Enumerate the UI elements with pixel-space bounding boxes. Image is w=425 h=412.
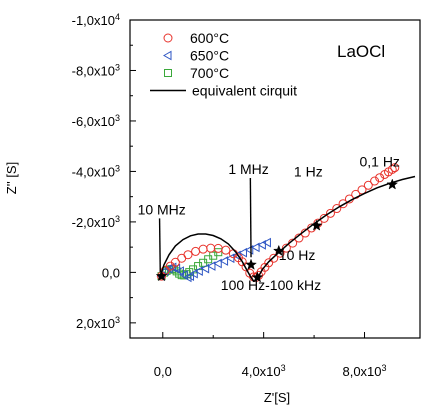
data-point — [251, 242, 260, 253]
annotation-pointer — [249, 177, 252, 258]
data-point — [257, 240, 266, 250]
data-point — [200, 263, 210, 274]
frequency-star-marker — [245, 258, 257, 270]
data-point — [194, 266, 203, 276]
legend-label: equivalent cirquit — [192, 83, 297, 99]
legend-marker — [162, 50, 172, 61]
legend-entry: equivalent cirquit — [150, 83, 297, 99]
data-point — [338, 199, 348, 209]
annotations: 10 MHz 1 MHz 1 Hz 0,1 Hz 10 Hz 100 Hz-100 kHz — [138, 153, 400, 293]
legend-entry: 700°C — [164, 65, 229, 81]
data-point — [214, 248, 223, 257]
legend-label: 700°C — [190, 65, 229, 81]
equivalent-circuit-line — [159, 175, 416, 283]
y-tick-label: -8,0x103 — [72, 62, 120, 78]
data-point — [183, 250, 193, 260]
x-tick-label: 8,0x103 — [342, 363, 386, 379]
data-point — [390, 163, 400, 173]
legend-entry: 650°C — [162, 48, 229, 64]
data-point — [189, 268, 198, 279]
frequency-star-marker — [155, 269, 168, 282]
frequency-star-marker — [310, 219, 323, 231]
data-point — [332, 204, 342, 214]
y-tick-label: -4,0x103 — [72, 163, 120, 179]
data-point — [319, 213, 329, 223]
annotation-label: 1 Hz — [294, 163, 323, 179]
y-tick-label: -6,0x103 — [72, 113, 120, 129]
series-650CC — [156, 237, 271, 283]
annotation-label: 100 Hz-100 kHz — [221, 277, 321, 293]
data-point — [387, 164, 397, 174]
axes: -1,0x104 -8,0x103 -6,0x103 -4,0x103 -2,0x103… — [72, 12, 387, 379]
legend-entry: 600°C — [163, 30, 229, 46]
data-point — [170, 257, 180, 267]
x-tick-label: 0,0 — [154, 364, 172, 379]
data-point — [206, 261, 216, 271]
data-point — [191, 246, 201, 256]
annotation-label: 10 MHz — [138, 201, 186, 217]
annotation-pointer — [158, 218, 161, 273]
frequency-star-marker — [251, 271, 264, 283]
annotation-label: 1 MHz — [228, 161, 268, 177]
legend-marker — [164, 69, 172, 77]
data-point — [269, 253, 279, 263]
frequency-star-marker — [386, 178, 399, 190]
data-point — [198, 244, 208, 254]
data-point — [221, 245, 231, 255]
y-tick-label: -2,0x103 — [72, 214, 120, 230]
data-point — [244, 245, 254, 255]
legend-marker — [163, 33, 173, 43]
data-point — [370, 176, 380, 186]
data-point — [325, 208, 335, 218]
data-point — [219, 256, 229, 266]
y-tick-label: 2,0x103 — [76, 315, 120, 331]
panel-label: LaOCl — [337, 42, 385, 61]
annotation-label: 0,1 Hz — [359, 153, 399, 169]
legend-label: 650°C — [190, 48, 229, 64]
y-tick-label: -1,0x104 — [72, 12, 120, 28]
data-point — [264, 258, 274, 268]
data-point — [206, 243, 216, 253]
y-axis-title: Z'' [S] — [4, 162, 19, 194]
data-point — [213, 258, 222, 269]
data-point — [175, 266, 184, 276]
x-tick-label: 4,0x103 — [242, 363, 286, 379]
frequency-star-marker — [272, 244, 285, 256]
plot-area-frame — [129, 19, 421, 339]
data-point — [179, 270, 188, 280]
data-point — [238, 247, 247, 258]
x-axis-title: Z'[S] — [264, 390, 290, 405]
y-tick-label: 0,0 — [102, 265, 120, 280]
data-point — [185, 271, 195, 282]
data-point — [281, 243, 291, 253]
data-point — [262, 237, 271, 248]
legend-label: 600°C — [190, 30, 229, 46]
plot-content — [155, 163, 416, 283]
series-600CC — [157, 163, 400, 282]
data-point — [375, 173, 385, 183]
data-point — [363, 180, 373, 190]
annotation-label: 10 Hz — [279, 247, 316, 263]
